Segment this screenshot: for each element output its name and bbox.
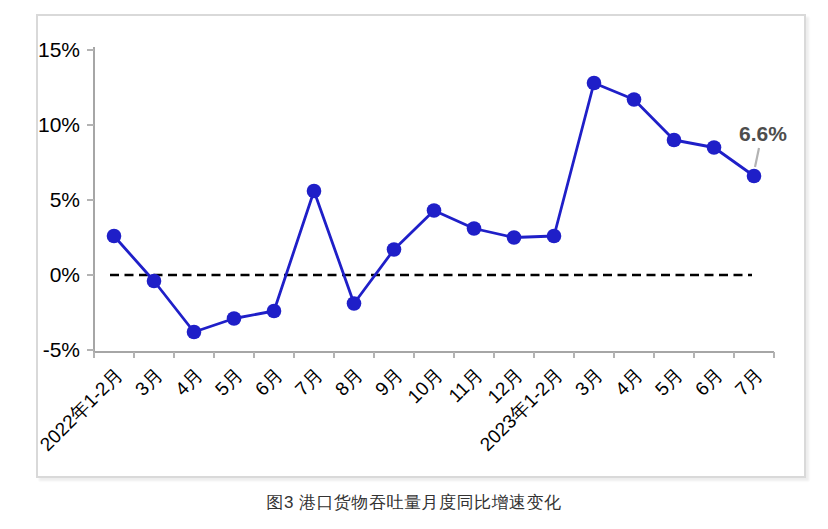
x-tick-label: 6月	[691, 364, 727, 400]
annotation-label: 6.6%	[739, 122, 787, 145]
x-tick-label: 5月	[211, 364, 247, 400]
y-tick-label: 10%	[38, 113, 80, 136]
y-tick-label: -5%	[43, 338, 80, 361]
x-tick-label: 6月	[251, 364, 287, 400]
data-point	[427, 203, 442, 218]
line-chart: 15%10%5%0%-5%2022年1-2月3月4月5月6月7月8月9月10月1…	[0, 0, 828, 490]
data-point	[547, 229, 562, 244]
x-tick-label: 2022年1-2月	[36, 364, 127, 455]
data-point	[227, 311, 242, 326]
figure-caption: 图3 港口货物吞吐量月度同比增速变化	[0, 491, 828, 514]
x-tick-label: 11月	[445, 364, 487, 406]
data-point	[667, 133, 682, 148]
x-tick-label: 5月	[651, 364, 687, 400]
data-point	[347, 296, 362, 311]
x-tick-label: 9月	[371, 364, 407, 400]
data-point	[187, 325, 202, 340]
data-point	[467, 221, 482, 236]
data-point	[627, 92, 642, 107]
data-point	[307, 184, 322, 199]
x-tick-label: 3月	[571, 364, 607, 400]
y-tick-label: 0%	[50, 263, 80, 286]
x-tick-label: 4月	[611, 364, 647, 400]
data-point	[747, 169, 762, 184]
data-point	[707, 140, 722, 155]
x-tick-label: 8月	[331, 364, 367, 400]
data-point	[387, 242, 402, 257]
data-point	[107, 229, 122, 244]
x-tick-label: 7月	[731, 364, 767, 400]
data-point	[587, 76, 602, 91]
y-tick-label: 15%	[38, 38, 80, 61]
x-tick-label: 4月	[171, 364, 207, 400]
annotation-leader-line	[755, 148, 759, 167]
data-point	[147, 274, 162, 289]
x-tick-label: 10月	[404, 364, 447, 407]
figure: 15%10%5%0%-5%2022年1-2月3月4月5月6月7月8月9月10月1…	[0, 0, 828, 529]
data-point	[507, 230, 522, 245]
x-tick-label: 7月	[291, 364, 327, 400]
data-point	[267, 304, 282, 319]
x-tick-label: 3月	[131, 364, 167, 400]
y-tick-label: 5%	[50, 188, 80, 211]
